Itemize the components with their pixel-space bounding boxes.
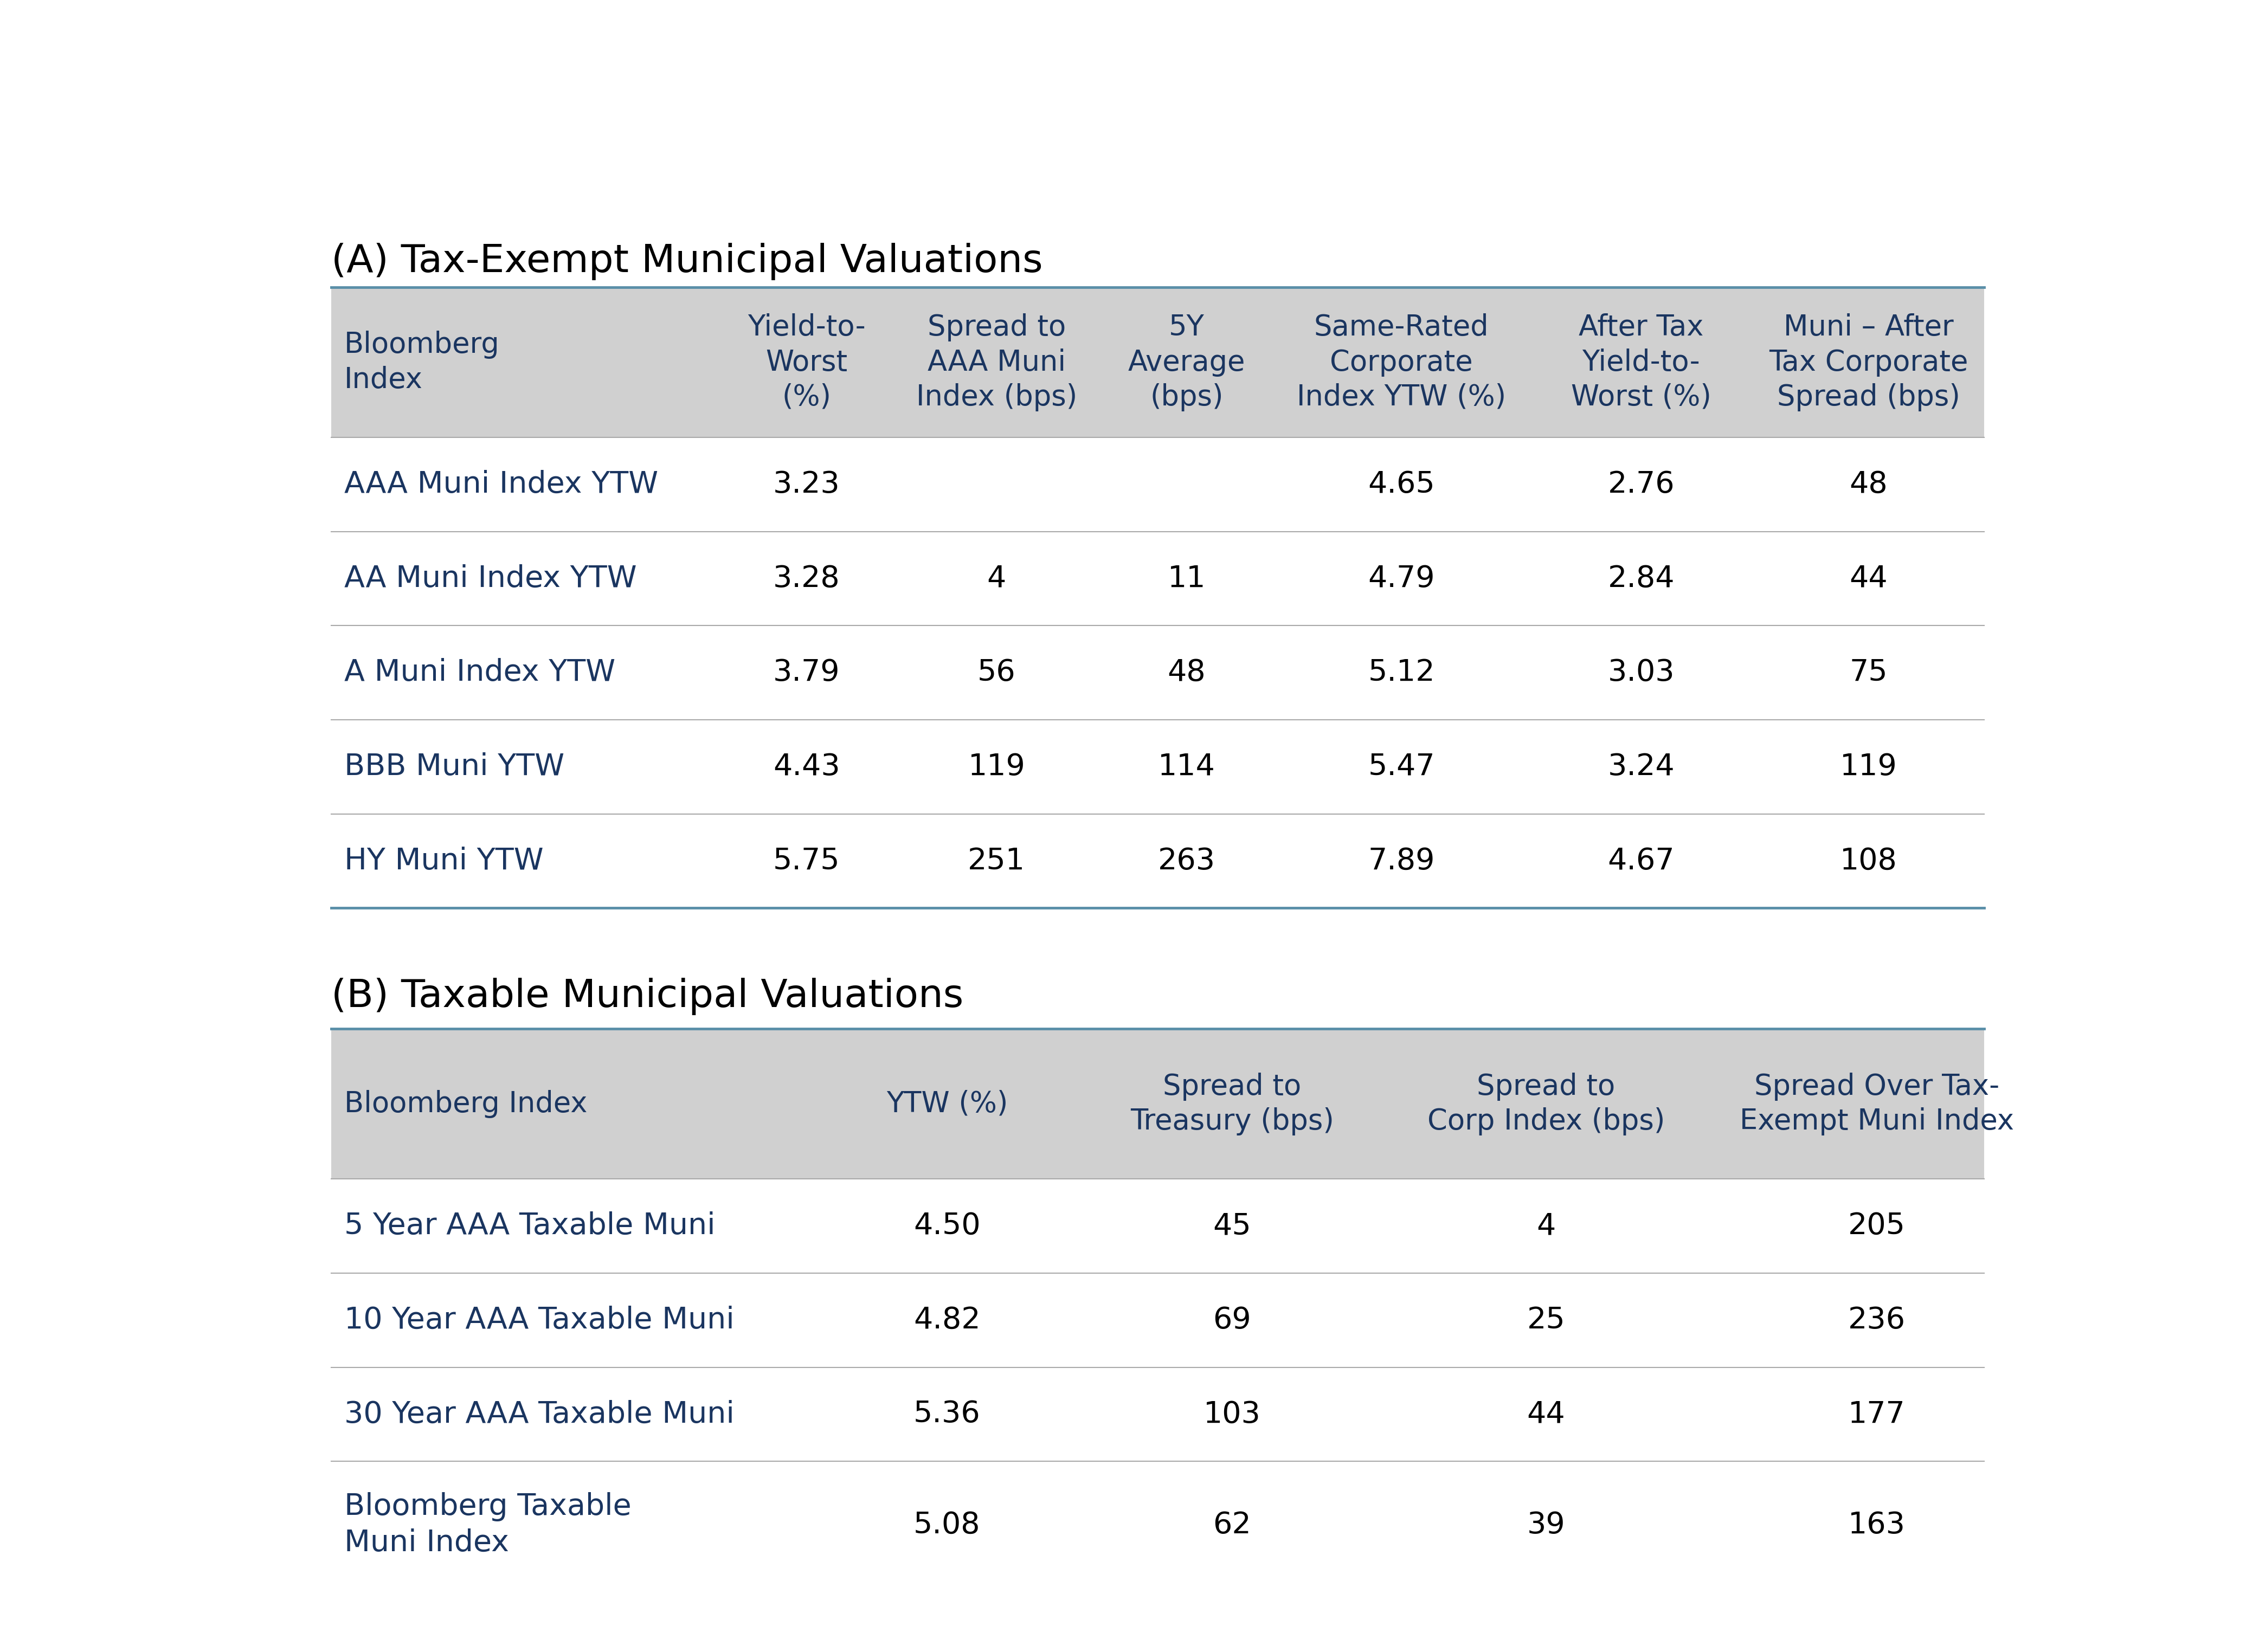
Text: 3.79: 3.79 <box>773 657 840 687</box>
Text: 4.65: 4.65 <box>1369 469 1434 499</box>
Text: Bloomberg Index: Bloomberg Index <box>343 1090 587 1118</box>
Text: A Muni Index YTW: A Muni Index YTW <box>343 657 614 687</box>
Text: 5.08: 5.08 <box>913 1510 980 1540</box>
Text: 69: 69 <box>1213 1305 1251 1335</box>
Text: 5Y
Average
(bps): 5Y Average (bps) <box>1127 314 1245 411</box>
Text: 119: 119 <box>1839 752 1898 781</box>
Text: Spread to
Treasury (bps): Spread to Treasury (bps) <box>1130 1072 1335 1135</box>
Text: 3.24: 3.24 <box>1608 752 1674 781</box>
Text: 2.76: 2.76 <box>1608 469 1674 499</box>
Text: 251: 251 <box>967 846 1026 876</box>
Text: 4: 4 <box>1536 1211 1556 1241</box>
Text: 48: 48 <box>1168 657 1206 687</box>
Text: YTW (%): YTW (%) <box>886 1090 1008 1118</box>
Text: 7.89: 7.89 <box>1369 846 1434 876</box>
Text: Spread to
Corp Index (bps): Spread to Corp Index (bps) <box>1428 1072 1665 1135</box>
Text: HY Muni YTW: HY Muni YTW <box>343 846 544 876</box>
Text: 4.82: 4.82 <box>913 1305 980 1335</box>
Text: 163: 163 <box>1848 1510 1904 1540</box>
Text: BBB Muni YTW: BBB Muni YTW <box>343 752 565 781</box>
Text: Spread to
AAA Muni
Index (bps): Spread to AAA Muni Index (bps) <box>917 314 1078 411</box>
Text: (A) Tax-Exempt Municipal Valuations: (A) Tax-Exempt Municipal Valuations <box>332 243 1044 281</box>
Text: 62: 62 <box>1213 1510 1251 1540</box>
Text: 3.28: 3.28 <box>773 563 840 593</box>
Text: 5 Year AAA Taxable Muni: 5 Year AAA Taxable Muni <box>343 1211 716 1241</box>
Text: 75: 75 <box>1850 657 1889 687</box>
Text: Bloomberg
Index: Bloomberg Index <box>343 330 499 393</box>
Text: 11: 11 <box>1168 563 1206 593</box>
Text: 25: 25 <box>1527 1305 1565 1335</box>
Text: 103: 103 <box>1204 1399 1261 1429</box>
Text: 4.67: 4.67 <box>1608 846 1674 876</box>
Text: 3.03: 3.03 <box>1608 657 1674 687</box>
Text: 5.47: 5.47 <box>1369 752 1434 781</box>
Text: Yield-to-
Worst
(%): Yield-to- Worst (%) <box>748 314 865 411</box>
Text: 48: 48 <box>1850 469 1889 499</box>
Text: 4.43: 4.43 <box>773 752 840 781</box>
Text: 108: 108 <box>1839 846 1898 876</box>
Text: 2.84: 2.84 <box>1608 563 1674 593</box>
Text: Same-Rated
Corporate
Index YTW (%): Same-Rated Corporate Index YTW (%) <box>1297 314 1507 411</box>
Text: (B) Taxable Municipal Valuations: (B) Taxable Municipal Valuations <box>332 978 965 1016</box>
Text: 177: 177 <box>1848 1399 1904 1429</box>
Text: 4.79: 4.79 <box>1369 563 1434 593</box>
Text: 205: 205 <box>1848 1211 1904 1241</box>
Text: 10 Year AAA Taxable Muni: 10 Year AAA Taxable Muni <box>343 1305 734 1335</box>
Text: 119: 119 <box>967 752 1026 781</box>
Text: 236: 236 <box>1848 1305 1904 1335</box>
Text: Spread Over Tax-
Exempt Muni Index: Spread Over Tax- Exempt Muni Index <box>1739 1072 2013 1135</box>
Text: AA Muni Index YTW: AA Muni Index YTW <box>343 563 637 593</box>
Text: Muni – After
Tax Corporate
Spread (bps): Muni – After Tax Corporate Spread (bps) <box>1769 314 1968 411</box>
Text: 30 Year AAA Taxable Muni: 30 Year AAA Taxable Muni <box>343 1399 734 1429</box>
Text: 44: 44 <box>1850 563 1889 593</box>
Text: 4: 4 <box>987 563 1005 593</box>
Text: After Tax
Yield-to-
Worst (%): After Tax Yield-to- Worst (%) <box>1570 314 1712 411</box>
Text: 5.75: 5.75 <box>773 846 840 876</box>
Bar <box>332 287 1983 438</box>
Bar <box>332 1029 1983 1180</box>
Text: 114: 114 <box>1159 752 1215 781</box>
Text: 5.36: 5.36 <box>913 1399 980 1429</box>
Text: 4.50: 4.50 <box>913 1211 980 1241</box>
Text: 44: 44 <box>1527 1399 1565 1429</box>
Text: 56: 56 <box>978 657 1017 687</box>
Text: 39: 39 <box>1527 1510 1565 1540</box>
Text: 5.12: 5.12 <box>1369 657 1434 687</box>
Text: AAA Muni Index YTW: AAA Muni Index YTW <box>343 469 657 499</box>
Text: Bloomberg Taxable
Muni Index: Bloomberg Taxable Muni Index <box>343 1492 630 1558</box>
Text: 45: 45 <box>1213 1211 1251 1241</box>
Text: 3.23: 3.23 <box>773 469 840 499</box>
Text: 263: 263 <box>1159 846 1215 876</box>
